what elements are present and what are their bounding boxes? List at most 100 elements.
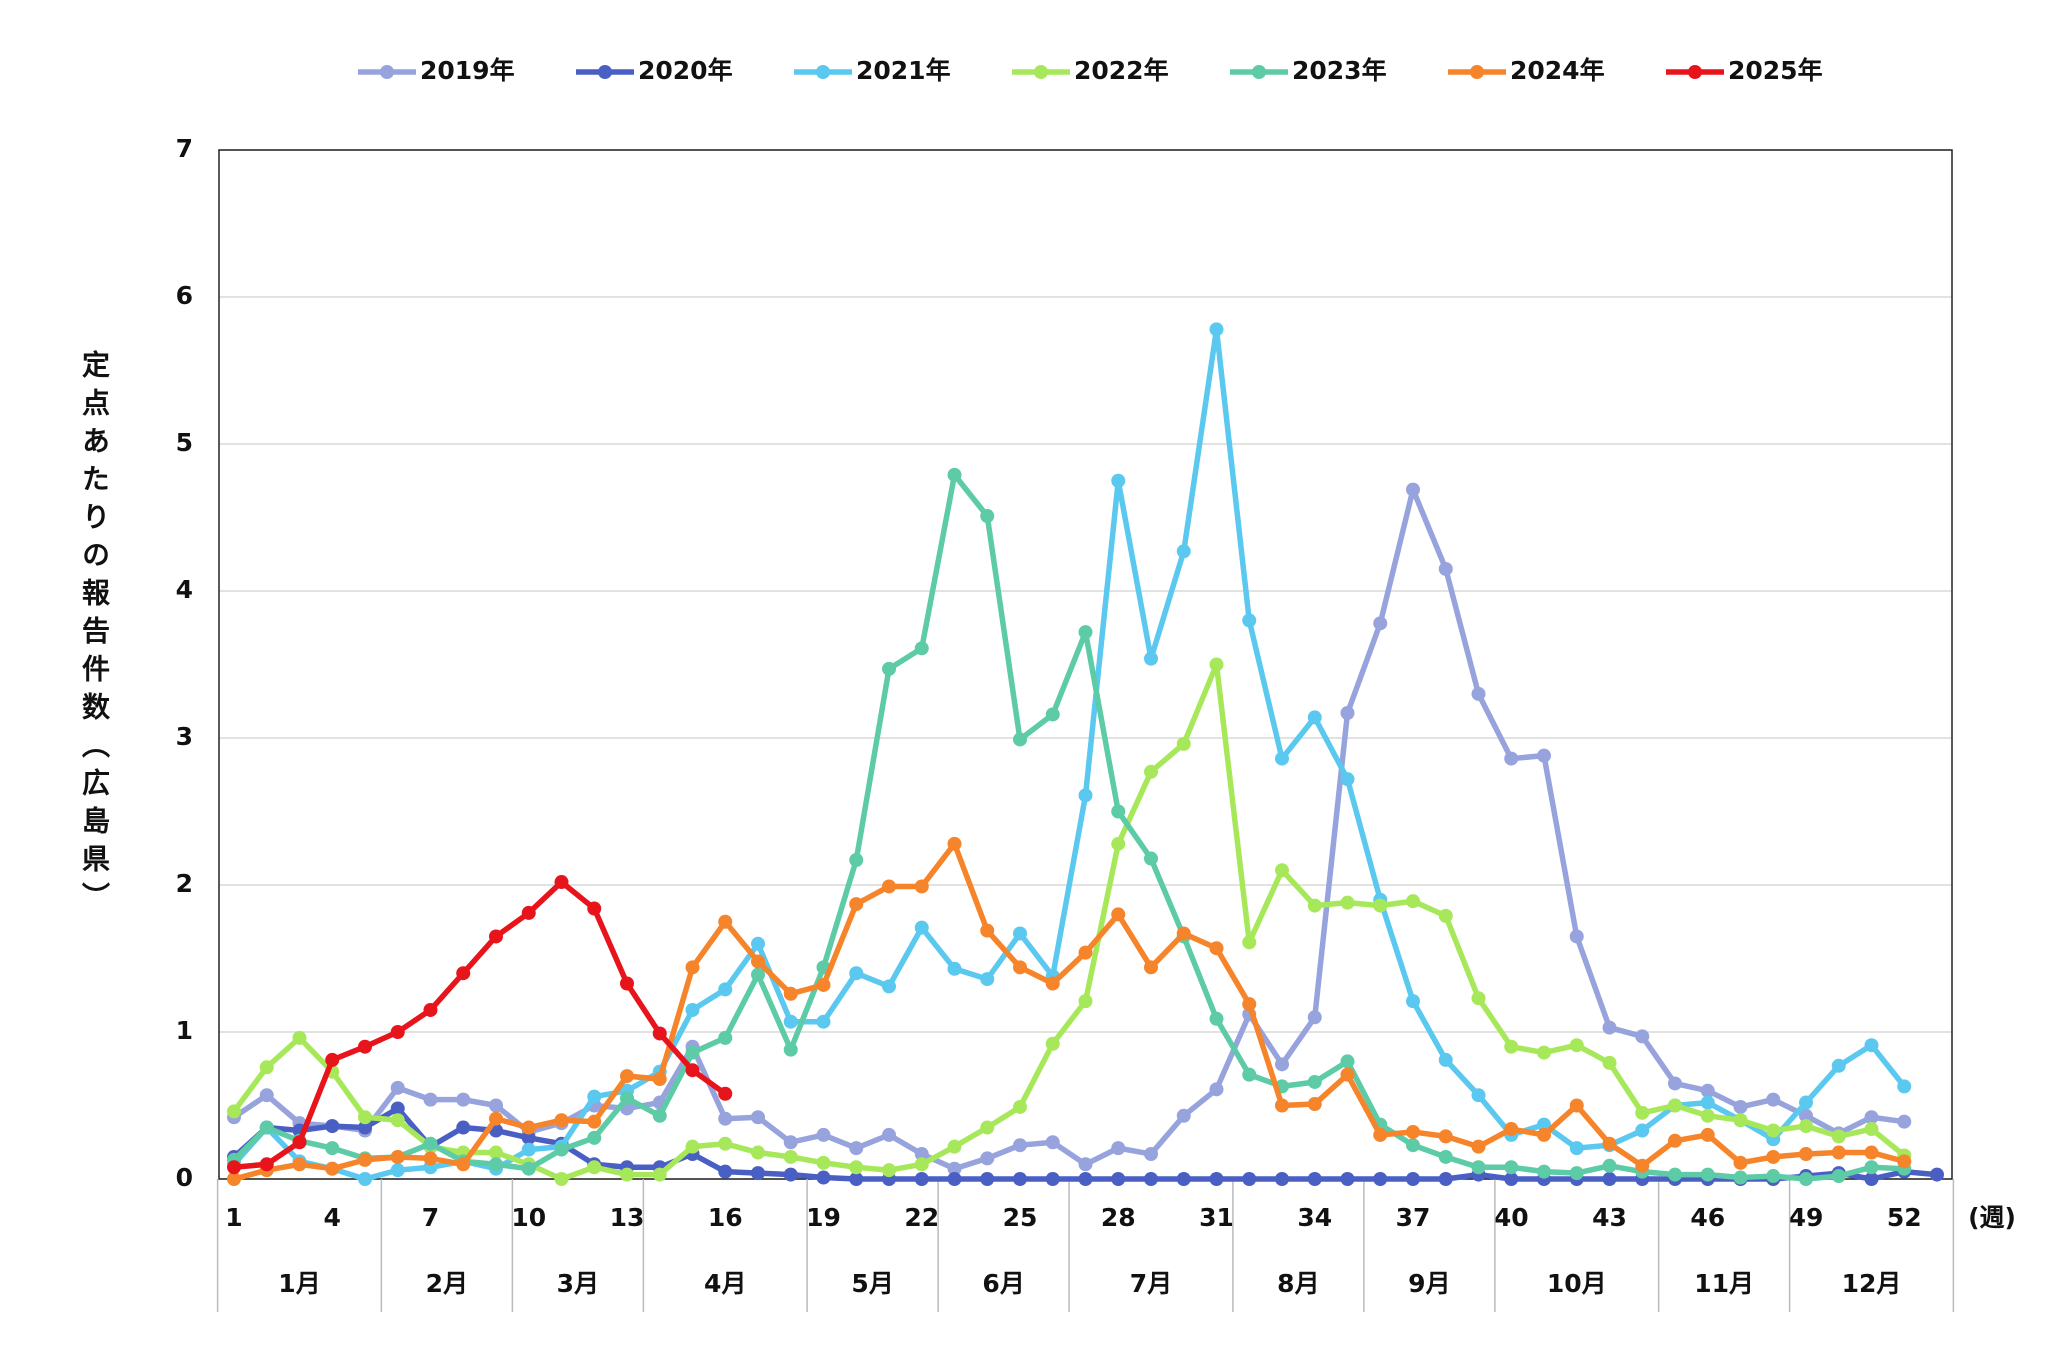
point xyxy=(1831,1129,1846,1144)
point xyxy=(1766,1123,1781,1138)
point xyxy=(456,966,471,981)
point xyxy=(1111,473,1126,488)
point xyxy=(849,897,864,912)
point xyxy=(1799,1108,1813,1123)
point xyxy=(751,1145,765,1160)
point xyxy=(390,1025,405,1039)
x-tick-label: 37 xyxy=(1396,1203,1431,1232)
point xyxy=(1078,945,1093,960)
point xyxy=(1635,1029,1650,1044)
month-label: 3月 xyxy=(557,1269,599,1298)
point xyxy=(554,1172,569,1186)
point xyxy=(358,1172,372,1186)
point xyxy=(1176,1108,1191,1123)
point xyxy=(1406,894,1420,909)
point xyxy=(1635,1105,1650,1120)
point xyxy=(816,1170,831,1185)
point xyxy=(1111,1141,1126,1156)
point xyxy=(620,1167,634,1182)
point xyxy=(849,853,864,868)
point xyxy=(685,1139,700,1154)
point xyxy=(1635,1158,1650,1173)
point xyxy=(1733,1155,1748,1170)
point xyxy=(783,1014,798,1029)
point xyxy=(1700,1167,1715,1182)
point xyxy=(718,1164,733,1179)
point xyxy=(685,1063,700,1078)
y-tick-label: 4 xyxy=(176,575,193,604)
point xyxy=(1275,863,1289,878)
point xyxy=(1766,1169,1781,1184)
point xyxy=(227,1104,241,1119)
point xyxy=(1373,898,1388,913)
point xyxy=(1406,1172,1420,1186)
point xyxy=(1569,929,1584,944)
point xyxy=(1307,710,1322,725)
point xyxy=(751,967,765,982)
x-tick-label: 13 xyxy=(610,1203,645,1232)
point xyxy=(1406,1138,1420,1153)
point xyxy=(1275,751,1289,766)
y-tick-label: 5 xyxy=(176,428,193,457)
point xyxy=(1340,706,1355,721)
point xyxy=(816,1014,831,1029)
point xyxy=(882,979,896,994)
point xyxy=(259,1120,274,1135)
point xyxy=(816,977,831,992)
point xyxy=(718,1086,733,1101)
point xyxy=(390,1163,405,1178)
point xyxy=(358,1120,372,1135)
point xyxy=(751,1110,765,1125)
month-label: 2月 xyxy=(426,1269,468,1298)
point xyxy=(1897,1154,1912,1169)
point xyxy=(1537,1045,1551,1060)
point xyxy=(1078,1172,1093,1186)
point xyxy=(1307,1172,1322,1186)
legend-marker xyxy=(1688,65,1702,79)
point xyxy=(1471,1088,1486,1103)
point xyxy=(1537,1164,1551,1179)
point xyxy=(620,1091,634,1106)
point xyxy=(816,1155,831,1170)
point xyxy=(292,1135,307,1150)
point xyxy=(1471,1160,1486,1175)
legend-label: 2019年 xyxy=(420,56,515,85)
point xyxy=(849,1141,864,1156)
point xyxy=(1144,960,1158,975)
point xyxy=(1340,1172,1355,1186)
point xyxy=(1602,1172,1617,1186)
point xyxy=(554,875,569,890)
legend-marker xyxy=(816,65,830,79)
point xyxy=(587,1114,602,1129)
point xyxy=(489,1098,503,1113)
month-label: 8月 xyxy=(1277,1269,1319,1298)
point xyxy=(521,905,536,920)
month-label: 4月 xyxy=(704,1269,746,1298)
point xyxy=(1242,935,1257,950)
point xyxy=(489,1157,503,1172)
y-tick-label: 2 xyxy=(176,869,193,898)
x-unit: (週) xyxy=(1968,1203,2016,1232)
point xyxy=(914,879,929,894)
series-line xyxy=(232,472,1905,1182)
legend-label: 2024年 xyxy=(1510,56,1605,85)
point xyxy=(718,914,733,929)
point xyxy=(1340,895,1355,910)
point xyxy=(1864,1110,1879,1125)
point xyxy=(980,1172,995,1186)
point xyxy=(1864,1172,1879,1186)
point xyxy=(1406,994,1420,1009)
x-tick-label: 43 xyxy=(1592,1203,1627,1232)
point xyxy=(456,1092,471,1107)
point xyxy=(325,1119,340,1134)
point xyxy=(1602,1020,1617,1035)
point xyxy=(521,1142,536,1157)
point xyxy=(718,1030,733,1045)
point xyxy=(1209,941,1224,956)
point xyxy=(1406,1124,1420,1139)
point xyxy=(1569,1141,1584,1156)
point xyxy=(1373,1172,1388,1186)
point xyxy=(652,1108,667,1123)
